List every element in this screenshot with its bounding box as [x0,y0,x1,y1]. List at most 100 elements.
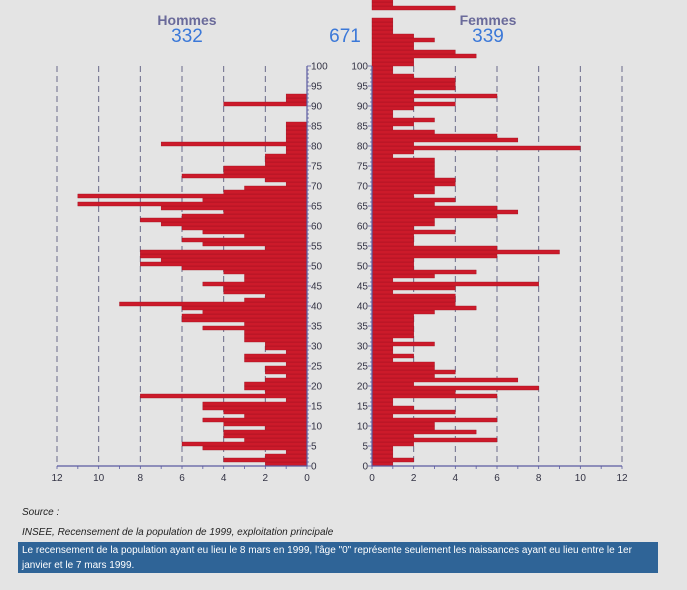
bar-men [181,237,308,243]
men-x-tick-label: 10 [93,473,105,484]
bar-women [371,441,414,447]
men-x-tick-label: 4 [221,473,227,484]
women-y-tick-label: 75 [357,162,369,173]
bar-men [244,385,308,391]
bar-men [223,457,308,463]
bar-men [244,297,308,303]
bar-women [371,329,414,335]
bar-men [181,225,308,231]
bar-men [140,217,308,223]
bar-men [265,389,308,395]
women-x-tick-label: 8 [536,473,542,484]
bar-women [371,17,394,23]
women-y-tick-label: 40 [357,302,369,313]
men-x-tick-label: 8 [138,473,144,484]
bar-women [371,233,414,239]
bar-men [202,325,308,331]
women-y-tick-label: 100 [351,62,368,73]
men-y-tick-label: 55 [311,242,323,253]
bar-women [371,173,435,179]
bar-women [371,413,394,419]
bar-men [223,189,308,195]
bar-women [371,117,435,123]
bar-women [371,365,435,371]
bar-men [181,173,308,179]
bar-men [223,285,308,291]
bar-women [371,381,414,387]
bar-women [371,373,435,379]
bar-women [371,261,414,267]
bar-men [285,129,308,135]
bar-women [371,181,456,187]
bar-men [265,365,308,371]
bar-men [285,373,308,379]
bar-women [371,37,435,43]
bar-women [371,109,394,115]
bar-men [265,377,308,383]
bar-men [265,157,308,163]
women-y-tick-label: 55 [357,242,369,253]
grand-total: 671 [329,26,361,47]
bar-men [244,337,308,343]
bar-women [371,73,414,79]
bar-women [371,445,394,451]
women-label: Femmes [459,12,517,28]
bar-women [371,301,456,307]
bar-women [371,297,456,303]
men-total: 332 [171,26,203,47]
bar-women [371,289,394,295]
bar-men [223,429,308,435]
bar-men [119,301,308,307]
source-text: INSEE, Recensement de la population de 1… [22,527,334,538]
bar-men [265,245,308,251]
women-x-tick-label: 2 [411,473,417,484]
bar-women [371,209,519,215]
bar-men [223,433,308,439]
women-y-tick-label: 5 [362,442,368,453]
bar-men [285,137,308,143]
men-y-tick-label: 20 [311,382,323,393]
women-x-tick-label: 10 [575,473,587,484]
bar-women [371,361,435,367]
bar-men [285,449,308,455]
bar-women [371,273,435,279]
bar-women [371,221,435,227]
bar-men [160,221,308,227]
bar-women [371,397,394,403]
men-y-tick-label: 85 [311,122,323,133]
bar-men [140,393,308,399]
bar-men [285,181,308,187]
bar-women [371,253,498,259]
women-y-tick-label: 50 [357,262,369,273]
bar-men [140,261,308,267]
women-y-tick-label: 30 [357,342,369,353]
bar-women [371,421,435,427]
bar-women [371,141,414,147]
bar-men [223,421,308,427]
bar-men [202,417,308,423]
bar-women [371,169,435,175]
bar-women [371,189,435,195]
bar-men [160,205,308,211]
women-y-tick-label: 85 [357,122,369,133]
bar-men [285,149,308,155]
bar-women [371,237,414,243]
women-y-tick-label: 45 [357,282,369,293]
bar-women [371,409,456,415]
men-y-tick-label: 30 [311,342,323,353]
bar-men [265,161,308,167]
bar-women [371,357,394,363]
men-y-tick-label: 100 [311,62,328,73]
bar-women [371,25,394,31]
bar-women [371,197,456,203]
women-y-tick-label: 90 [357,102,369,113]
bar-women [371,321,414,327]
men-y-tick-label: 80 [311,142,323,153]
bar-men [223,101,308,107]
bar-women [371,385,539,391]
bar-women [371,33,414,39]
men-y-tick-label: 35 [311,322,323,333]
bar-men [265,425,308,431]
bar-women [371,405,414,411]
bar-men [181,213,308,219]
